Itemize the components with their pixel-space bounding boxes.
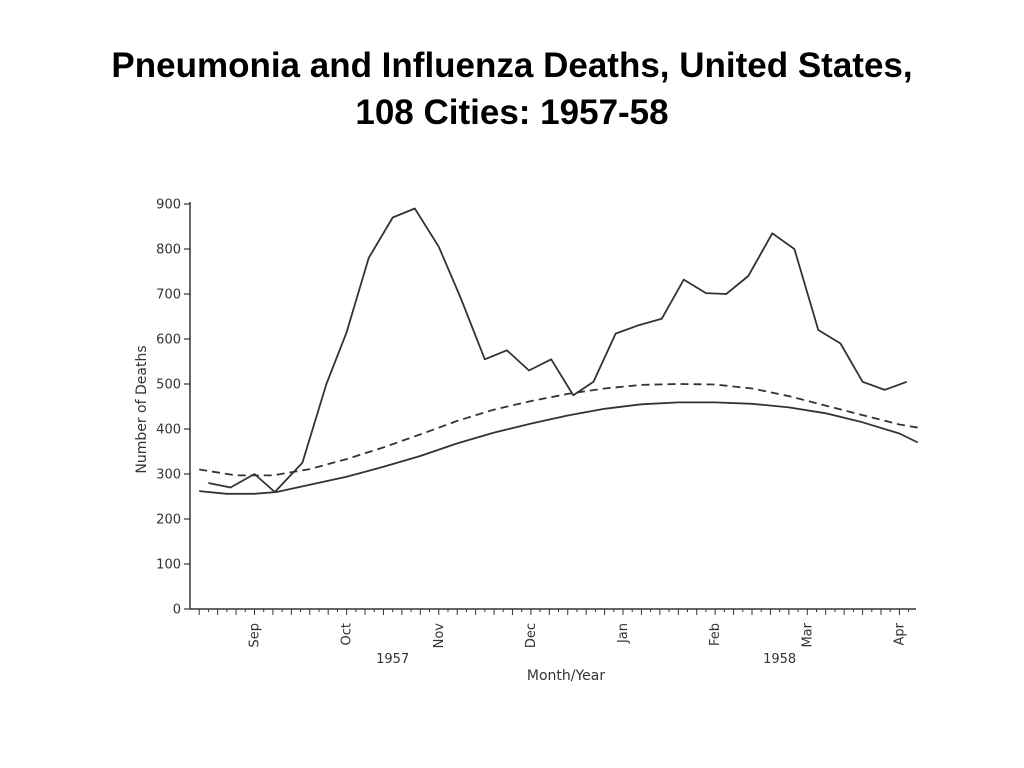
y-tick-label: 600 bbox=[156, 333, 181, 348]
labels-group: 0 100 200 300 400 500 600 700 800 900 Sep Oct Nov Dec… bbox=[134, 198, 907, 685]
series-line-solid-baseline bbox=[199, 401, 919, 495]
x-month-label: Nov bbox=[432, 623, 447, 649]
y-tick-label: 0 bbox=[173, 603, 181, 618]
y-tick-label: 700 bbox=[156, 288, 181, 303]
x-month-label: Apr bbox=[892, 622, 907, 645]
x-axis-title: Month/Year bbox=[527, 668, 605, 684]
y-tick-label: 400 bbox=[156, 423, 181, 438]
y-tick-label: 300 bbox=[156, 468, 181, 483]
x-year-label: 1958 bbox=[763, 652, 796, 667]
axes bbox=[184, 202, 916, 615]
slide-title: Pneumonia and Influenza Deaths, United S… bbox=[0, 42, 1024, 136]
x-month-label: Jan bbox=[616, 623, 631, 644]
y-tick-label: 800 bbox=[156, 243, 181, 258]
slide-title-line-1: Pneumonia and Influenza Deaths, United S… bbox=[111, 46, 913, 85]
y-tick-label: 900 bbox=[156, 198, 181, 213]
x-month-label: Oct bbox=[340, 623, 355, 645]
y-axis-title: Number of Deaths bbox=[134, 345, 150, 473]
x-month-label: Feb bbox=[708, 623, 723, 646]
slide-title-line-2: 108 Cities: 1957-58 bbox=[355, 93, 669, 132]
x-month-label: Dec bbox=[524, 623, 539, 648]
series-group bbox=[199, 207, 919, 495]
y-tick-label: 500 bbox=[156, 378, 181, 393]
series-line-dashed-threshold bbox=[199, 383, 918, 477]
x-month-label: Sep bbox=[247, 623, 262, 648]
y-tick-label: 200 bbox=[156, 513, 181, 528]
x-month-label: Mar bbox=[800, 622, 815, 647]
y-tick-label: 100 bbox=[156, 558, 181, 573]
series-line-solid-observed bbox=[208, 207, 908, 493]
x-year-label: 1957 bbox=[376, 652, 409, 667]
